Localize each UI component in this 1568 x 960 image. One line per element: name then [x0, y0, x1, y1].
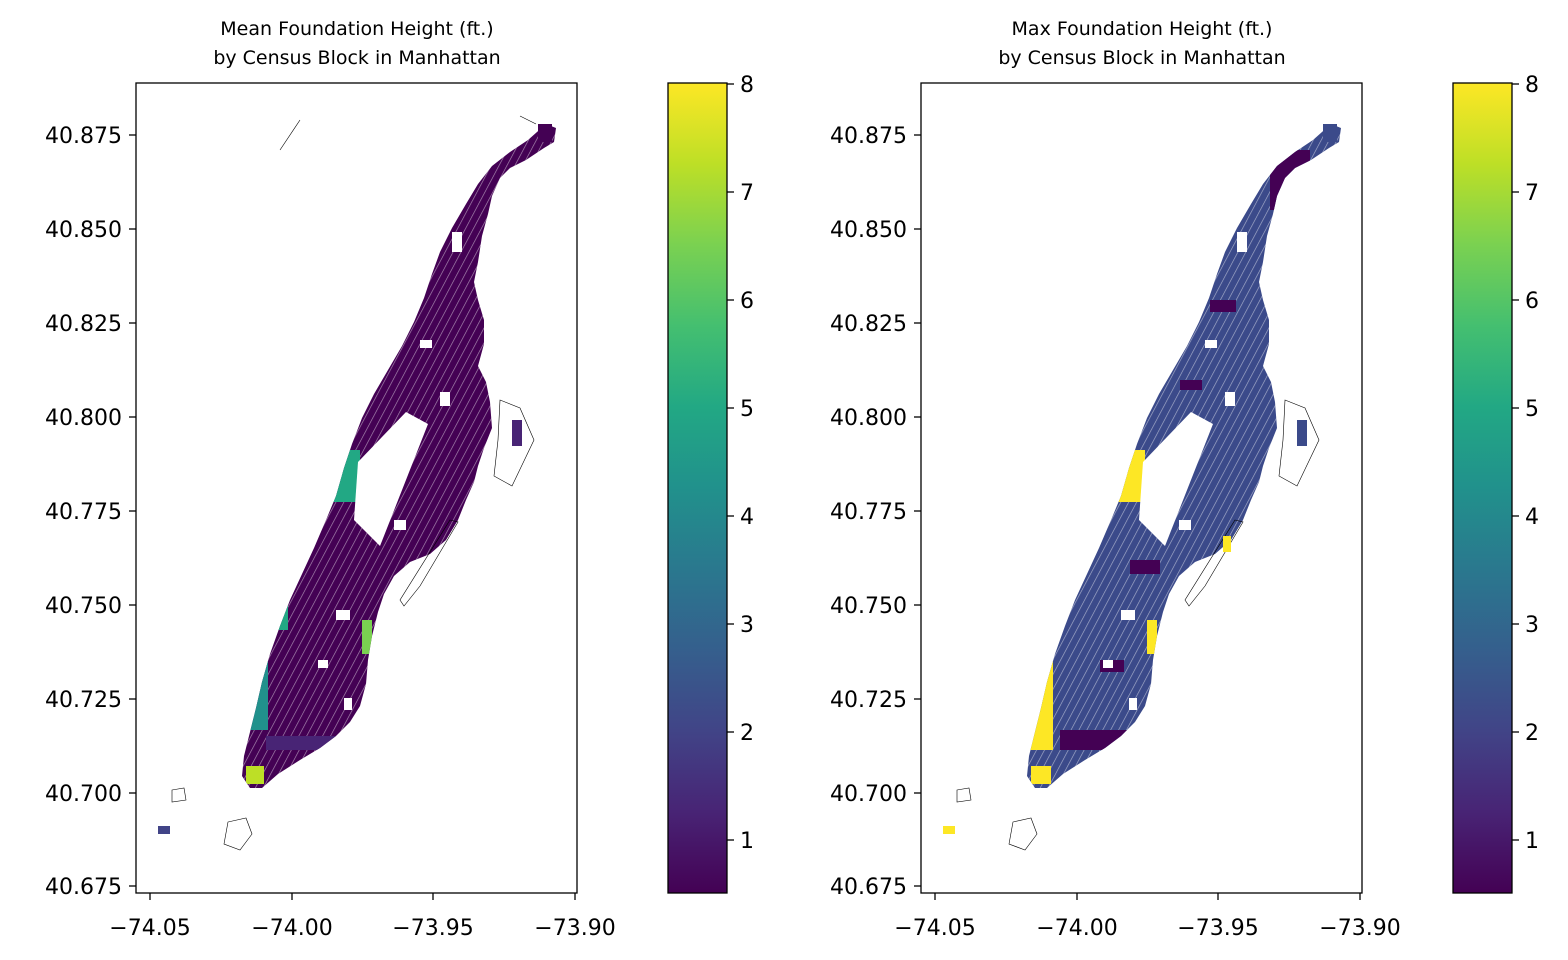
y-tick-label: 40.750	[45, 594, 122, 619]
map-panel-max: Max Foundation Height (ft.) by Census Bl…	[830, 18, 1401, 941]
roosevelt-blocks	[1223, 536, 1231, 552]
colorbar-tick-label: 7	[1525, 181, 1539, 206]
colorbar-tick-label: 1	[740, 829, 754, 854]
y-axis	[129, 134, 136, 887]
colorbar-tick-label: 8	[1525, 73, 1539, 98]
colorbar-tick-label: 5	[1525, 397, 1539, 422]
randalls-blocks	[1297, 420, 1307, 446]
inwood-hill-blocks	[538, 124, 552, 142]
colorbar-tick-label: 6	[740, 289, 754, 314]
panel-title-line2: by Census Block in Manhattan	[998, 47, 1285, 69]
x-axis	[934, 893, 1361, 900]
y-tick-label: 40.825	[830, 312, 907, 337]
x-tick-label: −73.90	[534, 916, 615, 941]
upper-west-side-blocks	[1115, 450, 1145, 502]
y-tick-label: 40.775	[830, 500, 907, 525]
randalls-island	[1278, 399, 1320, 487]
governors-island	[223, 817, 253, 851]
colorbar-tick-label: 7	[740, 181, 754, 206]
map-panel-mean: Mean Foundation Height (ft.) by Census B…	[45, 18, 616, 941]
colorbar-tick-label: 3	[1525, 613, 1539, 638]
y-tick-label: 40.800	[830, 406, 907, 431]
roosevelt-island	[399, 519, 459, 607]
y-tick-label: 40.725	[45, 688, 122, 713]
y-tick-label: 40.700	[830, 782, 907, 807]
colorbar-tick-label: 3	[740, 613, 754, 638]
colorbar-gradient	[667, 82, 728, 894]
x-tick-label: −73.90	[1319, 916, 1400, 941]
outline-features-misc	[279, 115, 537, 151]
y-tick-label: 40.800	[45, 406, 122, 431]
colorbar-tick-label: 4	[740, 505, 754, 530]
liberty-island	[956, 787, 972, 803]
lower-manhattan-blocks	[266, 736, 336, 750]
outline-features	[956, 399, 1320, 851]
central-park	[1139, 412, 1213, 546]
colorbar-tick-label: 1	[1525, 829, 1539, 854]
roosevelt-island	[1184, 519, 1244, 607]
ellis-island	[158, 826, 170, 834]
y-tick-label: 40.875	[830, 124, 907, 149]
colorbar-gradient	[1452, 82, 1513, 894]
panel-title-line1: Mean Foundation Height (ft.)	[220, 18, 493, 40]
outline-features	[171, 115, 537, 851]
x-tick-label: −74.00	[1036, 916, 1117, 941]
colorbar-tick-label: 2	[740, 721, 754, 746]
upper-west-side-blocks	[330, 450, 360, 502]
colorbar-tick-label: 5	[740, 397, 754, 422]
axes-frame	[920, 82, 1363, 894]
panel-title-line2: by Census Block in Manhattan	[213, 47, 500, 69]
y-axis	[914, 134, 921, 887]
x-tick-label: −74.05	[109, 916, 190, 941]
west-village-blocks	[242, 620, 268, 730]
x-axis	[149, 893, 576, 900]
randalls-blocks	[512, 420, 522, 446]
x-tick-label: −73.95	[392, 916, 473, 941]
y-tick-label: 40.875	[45, 124, 122, 149]
y-tick-label: 40.850	[830, 218, 907, 243]
panel-title-line1: Max Foundation Height (ft.)	[1012, 18, 1273, 40]
colorbar-max: 8 7 6 5 4 3 2 1	[1452, 73, 1539, 894]
y-tick-label: 40.725	[830, 688, 907, 713]
liberty-island	[171, 787, 187, 803]
governors-island	[1008, 817, 1038, 851]
colorbar-tick-label: 4	[1525, 505, 1539, 530]
y-tick-label: 40.775	[45, 500, 122, 525]
axes-frame	[135, 82, 578, 894]
y-tick-label: 40.700	[45, 782, 122, 807]
y-tick-label: 40.675	[830, 875, 907, 900]
east-river-blocks	[1147, 620, 1157, 654]
y-tick-label: 40.750	[830, 594, 907, 619]
battery-blocks	[1031, 766, 1051, 784]
battery-blocks	[246, 766, 264, 784]
x-tick-label: −74.00	[251, 916, 332, 941]
x-tick-label: −74.05	[894, 916, 975, 941]
inwood-hill-blocks	[1323, 124, 1337, 142]
x-tick-label: −73.95	[1177, 916, 1258, 941]
central-park	[354, 412, 428, 546]
colorbar-tick-label: 2	[1525, 721, 1539, 746]
colorbar-tick-label: 8	[740, 73, 754, 98]
east-river-blocks	[362, 620, 372, 654]
chelsea-blocks	[262, 600, 288, 630]
y-tick-label: 40.675	[45, 875, 122, 900]
west-side-blocks	[1027, 610, 1053, 750]
colorbar-tick-label: 6	[1525, 289, 1539, 314]
randalls-island	[493, 399, 535, 487]
colorbar-mean: 8 7 6 5 4 3 2 1	[667, 73, 754, 894]
y-tick-label: 40.825	[45, 312, 122, 337]
y-tick-label: 40.850	[45, 218, 122, 243]
ellis-island	[943, 826, 955, 834]
